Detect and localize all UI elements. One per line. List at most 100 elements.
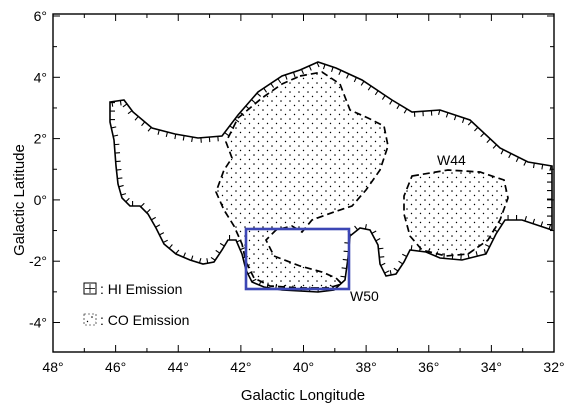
hi-hatch-mark: [175, 249, 180, 255]
hi-hatch-mark: [120, 193, 127, 196]
frame-ticks: [52, 14, 555, 352]
x-tick-label: 42°: [230, 359, 251, 375]
hi-hatch-mark: [251, 278, 257, 282]
hi-hatch-mark: [146, 208, 151, 214]
hi-hatch-mark: [532, 218, 536, 224]
hi-hatch-mark: [371, 230, 377, 234]
hi-hatch-mark: [270, 83, 275, 88]
hi-hatch-mark: [341, 267, 347, 270]
hi-hatch-mark: [119, 100, 122, 106]
x-tick-labels: 48° 46° 44° 42° 40° 38° 36° 34° 32°: [42, 359, 564, 375]
hi-hatch-mark: [159, 232, 165, 236]
co-emission-region-central: [215, 71, 389, 289]
y-tick-labels: 6° 4° 2° 0° -2° -4°: [29, 8, 47, 331]
hi-hatch-mark: [174, 134, 177, 140]
hi-hatch-mark: [500, 149, 504, 155]
hi-hatch-mark: [410, 245, 413, 251]
hi-hatch-mark: [380, 262, 386, 267]
hi-hatch-mark: [364, 224, 367, 230]
hi-hatch-mark: [141, 121, 146, 127]
legend: : HI Emission : CO Emission: [83, 281, 189, 328]
hi-hatch-mark: [292, 72, 296, 78]
w44-label: W44: [437, 152, 466, 168]
hi-hatch-mark: [338, 70, 342, 76]
hi-hatch-mark: [224, 132, 229, 137]
hi-hatch-mark: [277, 78, 282, 84]
legend-swatch-co: [83, 313, 97, 326]
hi-hatch-mark: [354, 225, 359, 231]
hi-hatch-mark: [367, 85, 372, 91]
hi-hatch-mark: [198, 257, 202, 264]
hi-hatch-mark: [140, 202, 145, 208]
hi-hatch-mark: [389, 269, 392, 276]
hi-hatch-mark: [438, 109, 441, 115]
legend-item-hi: : HI Emission: [83, 281, 182, 297]
hi-hatch-mark: [378, 247, 384, 250]
hi-hatch-mark: [134, 116, 139, 121]
hi-hatch-mark: [483, 249, 487, 255]
hi-hatch-mark: [381, 95, 386, 100]
co-emission-region-w44: [403, 169, 509, 257]
hi-hatch-mark: [157, 129, 160, 135]
x-tick-label: 44°: [168, 359, 189, 375]
hi-hatch-mark: [532, 162, 535, 169]
hi-hatch-mark: [117, 177, 123, 180]
hi-hatch-mark: [182, 135, 185, 141]
hi-hatch-mark: [403, 108, 408, 114]
hi-hatch-mark: [322, 64, 326, 70]
hi-hatch-mark: [515, 157, 520, 162]
hi-hatch-mark: [353, 77, 357, 83]
hi-hatch-mark: [316, 62, 320, 68]
hi-hatch-mark: [360, 80, 365, 86]
x-tick-label: 38°: [356, 359, 377, 375]
hi-hatch-mark: [251, 99, 256, 104]
hi-hatch-mark: [331, 66, 334, 72]
hi-hatch-mark: [162, 239, 168, 243]
y-tick-label: 2°: [34, 131, 47, 147]
y-tick-label: 4°: [34, 69, 47, 85]
y-axis-title: Galactic Latitude: [11, 144, 28, 256]
hi-hatch-mark: [284, 74, 288, 80]
y-tick-label: -2°: [29, 253, 47, 269]
hi-hatch-mark: [549, 165, 552, 171]
hi-hatch-mark: [215, 249, 221, 254]
hi-hatch-mark: [540, 221, 544, 227]
hi-hatch-mark: [484, 244, 490, 248]
hi-hatch-mark: [379, 256, 385, 258]
hi-hatch-mark: [474, 126, 479, 132]
x-tick-label: 48°: [42, 359, 63, 375]
w50-label: W50: [350, 288, 379, 304]
hi-hatch-mark: [127, 110, 133, 115]
legend-label-hi: : HI Emission: [100, 281, 182, 297]
hi-hatch-mark: [122, 103, 128, 108]
w50-highlight-box: [244, 227, 351, 291]
hi-hatch-mark: [111, 126, 117, 129]
hi-hatch-mark: [168, 244, 173, 249]
hi-hatch-mark: [467, 253, 470, 259]
hi-hatch-mark: [308, 65, 312, 71]
hi-hatch-mark: [374, 90, 379, 96]
hi-hatch-mark: [508, 153, 512, 159]
x-tick-label: 36°: [418, 359, 439, 375]
hi-hatch-mark: [523, 160, 527, 166]
y-tick-label: -4°: [29, 315, 47, 331]
hi-hatch-mark: [340, 275, 346, 278]
hi-hatch-mark: [467, 121, 473, 126]
hi-hatch-mark: [300, 69, 305, 75]
hi-hatch-mark: [256, 92, 262, 97]
hi-hatch-mark: [342, 258, 348, 261]
hi-hatch-mark: [541, 164, 544, 170]
x-tick-label: 32°: [543, 359, 564, 375]
hi-hatch-mark: [486, 138, 491, 143]
hi-hatch-mark: [263, 87, 268, 93]
hi-hatch-mark: [151, 216, 156, 221]
hi-hatch-mark: [155, 224, 161, 228]
hi-hatch-mark: [461, 117, 465, 123]
hi-hatch-mark: [147, 127, 152, 132]
hi-hatch-mark: [548, 224, 552, 230]
hi-hatch-mark: [402, 253, 408, 257]
hi-hatch-mark: [398, 260, 404, 265]
hi-hatch-mark: [492, 144, 497, 149]
hi-hatch-mark: [219, 242, 225, 247]
